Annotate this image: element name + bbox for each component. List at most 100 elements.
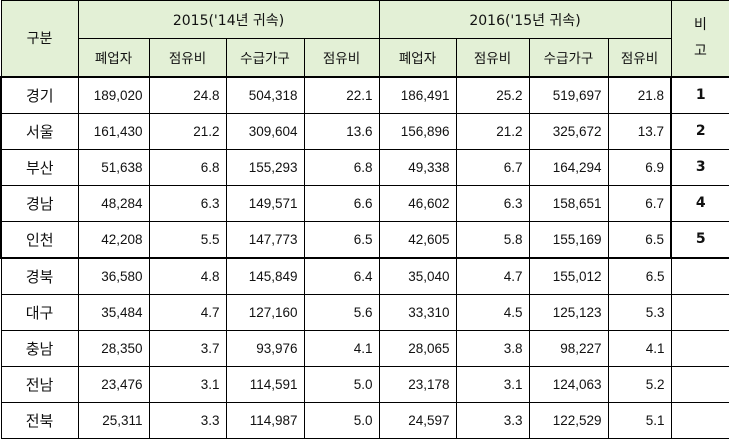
region-cell: 경북 xyxy=(0,257,79,295)
value-cell-h15: 127,160 xyxy=(225,293,305,331)
header-hshare-2016: 점유비 xyxy=(607,38,672,77)
remark-cell xyxy=(670,293,729,331)
value-cell-c16: 42,605 xyxy=(378,220,457,259)
value-cell-h15: 114,591 xyxy=(225,365,305,403)
remark-cell xyxy=(670,401,729,439)
header-households-2015: 수급가구 xyxy=(225,38,305,77)
value-cell-s15: 4.7 xyxy=(148,293,227,331)
value-cell-c15: 161,430 xyxy=(77,112,150,150)
remark-cell xyxy=(670,365,729,403)
value-cell-h15: 93,976 xyxy=(225,329,305,367)
header-share-2015: 점유비 xyxy=(148,38,227,77)
table-row: 경기 189,020 24.8 504,318 22.1 186,491 25.2 519,6… xyxy=(0,75,729,114)
value-cell-h15: 309,604 xyxy=(225,112,305,150)
value-cell-c16: 33,310 xyxy=(378,293,457,331)
header-households-2016: 수급가구 xyxy=(528,38,609,77)
value-cell-r16: 5.3 xyxy=(607,293,672,331)
value-cell-h16: 122,529 xyxy=(528,401,609,439)
remark-cell: 5 xyxy=(670,220,729,259)
value-cell-s15: 3.1 xyxy=(148,365,227,403)
table-row: 경북 36,580 4.8 145,849 6.4 35,040 4.7 155,012 6.5 xyxy=(0,257,729,295)
value-cell-c16: 186,491 xyxy=(378,75,457,114)
value-cell-h15: 149,571 xyxy=(225,184,305,222)
value-cell-c16: 24,597 xyxy=(378,401,457,439)
value-cell-r16: 6.5 xyxy=(607,257,672,295)
value-cell-s15: 3.7 xyxy=(148,329,227,367)
value-cell-r15: 5.0 xyxy=(303,365,380,403)
table-row: 부산 51,638 6.8 155,293 6.8 49,338 6.7 164,294 6.9… xyxy=(0,148,729,186)
value-cell-r16: 6.5 xyxy=(607,220,672,259)
table-row: 경남 48,284 6.3 149,571 6.6 46,602 6.3 158,651 6.7… xyxy=(0,184,729,222)
value-cell-s16: 4.7 xyxy=(455,257,530,295)
region-cell: 충남 xyxy=(0,329,79,367)
value-cell-h16: 155,012 xyxy=(528,257,609,295)
value-cell-c16: 28,065 xyxy=(378,329,457,367)
table-row: 전북 25,311 3.3 114,987 5.0 24,597 3.3 122,529 5.1 xyxy=(0,401,729,439)
value-cell-h16: 158,651 xyxy=(528,184,609,222)
value-cell-c15: 42,208 xyxy=(77,220,150,259)
region-cell: 경기 xyxy=(0,75,79,114)
header-remarks-text: 비 고 xyxy=(694,16,707,60)
remark-cell: 4 xyxy=(670,184,729,222)
value-cell-h15: 114,987 xyxy=(225,401,305,439)
value-cell-h15: 504,318 xyxy=(225,75,305,114)
header-hshare-2015: 점유비 xyxy=(303,38,380,77)
table-row: 충남 28,350 3.7 93,976 4.1 28,065 3.8 98,227 4.1 xyxy=(0,329,729,367)
value-cell-s16: 6.3 xyxy=(455,184,530,222)
value-cell-s16: 4.5 xyxy=(455,293,530,331)
value-cell-s15: 24.8 xyxy=(148,75,227,114)
value-cell-s16: 21.2 xyxy=(455,112,530,150)
value-cell-c15: 35,484 xyxy=(77,293,150,331)
value-cell-s15: 4.8 xyxy=(148,257,227,295)
value-cell-r16: 6.9 xyxy=(607,148,672,186)
value-cell-s16: 3.8 xyxy=(455,329,530,367)
value-cell-c16: 46,602 xyxy=(378,184,457,222)
value-cell-s15: 5.5 xyxy=(148,220,227,259)
value-cell-r15: 6.6 xyxy=(303,184,380,222)
value-cell-r15: 6.4 xyxy=(303,257,380,295)
header-closures-2016: 폐업자 xyxy=(378,38,457,77)
value-cell-h16: 124,063 xyxy=(528,365,609,403)
value-cell-r16: 21.8 xyxy=(607,75,672,114)
value-cell-h15: 145,849 xyxy=(225,257,305,295)
value-cell-r15: 5.0 xyxy=(303,401,380,439)
value-cell-h16: 164,294 xyxy=(528,148,609,186)
region-cell: 경남 xyxy=(0,184,79,222)
value-cell-r16: 13.7 xyxy=(607,112,672,150)
value-cell-h16: 325,672 xyxy=(528,112,609,150)
value-cell-c15: 25,311 xyxy=(77,401,150,439)
value-cell-s15: 6.3 xyxy=(148,184,227,222)
remark-cell: 1 xyxy=(670,75,729,114)
table-row: 전남 23,476 3.1 114,591 5.0 23,178 3.1 124,063 5.2 xyxy=(0,365,729,403)
region-cell: 부산 xyxy=(0,148,79,186)
value-cell-s15: 3.3 xyxy=(148,401,227,439)
value-cell-h16: 125,123 xyxy=(528,293,609,331)
value-cell-r15: 5.6 xyxy=(303,293,380,331)
remark-cell: 2 xyxy=(670,112,729,150)
value-cell-r16: 6.7 xyxy=(607,184,672,222)
value-cell-c15: 23,476 xyxy=(77,365,150,403)
table-row: 인천 42,208 5.5 147,773 6.5 42,605 5.8 155,169 6.5… xyxy=(0,220,729,259)
value-cell-s16: 3.3 xyxy=(455,401,530,439)
value-cell-r15: 6.5 xyxy=(303,220,380,259)
remark-cell xyxy=(670,329,729,367)
value-cell-c15: 36,580 xyxy=(77,257,150,295)
remark-cell: 3 xyxy=(670,148,729,186)
value-cell-h16: 155,169 xyxy=(528,220,609,259)
value-cell-h15: 147,773 xyxy=(225,220,305,259)
table-row: 대구 35,484 4.7 127,160 5.6 33,310 4.5 125,123 5.3 xyxy=(0,293,729,331)
region-cell: 전남 xyxy=(0,365,79,403)
header-share-2016: 점유비 xyxy=(455,38,530,77)
value-cell-h16: 98,227 xyxy=(528,329,609,367)
value-cell-c16: 49,338 xyxy=(378,148,457,186)
value-cell-r16: 5.2 xyxy=(607,365,672,403)
value-cell-c15: 48,284 xyxy=(77,184,150,222)
value-cell-s16: 25.2 xyxy=(455,75,530,114)
value-cell-r15: 6.8 xyxy=(303,148,380,186)
value-cell-r15: 22.1 xyxy=(303,75,380,114)
table-row: 서울 161,430 21.2 309,604 13.6 156,896 21.2 325,6… xyxy=(0,112,729,150)
value-cell-s16: 3.1 xyxy=(455,365,530,403)
value-cell-r16: 4.1 xyxy=(607,329,672,367)
value-cell-s15: 21.2 xyxy=(148,112,227,150)
